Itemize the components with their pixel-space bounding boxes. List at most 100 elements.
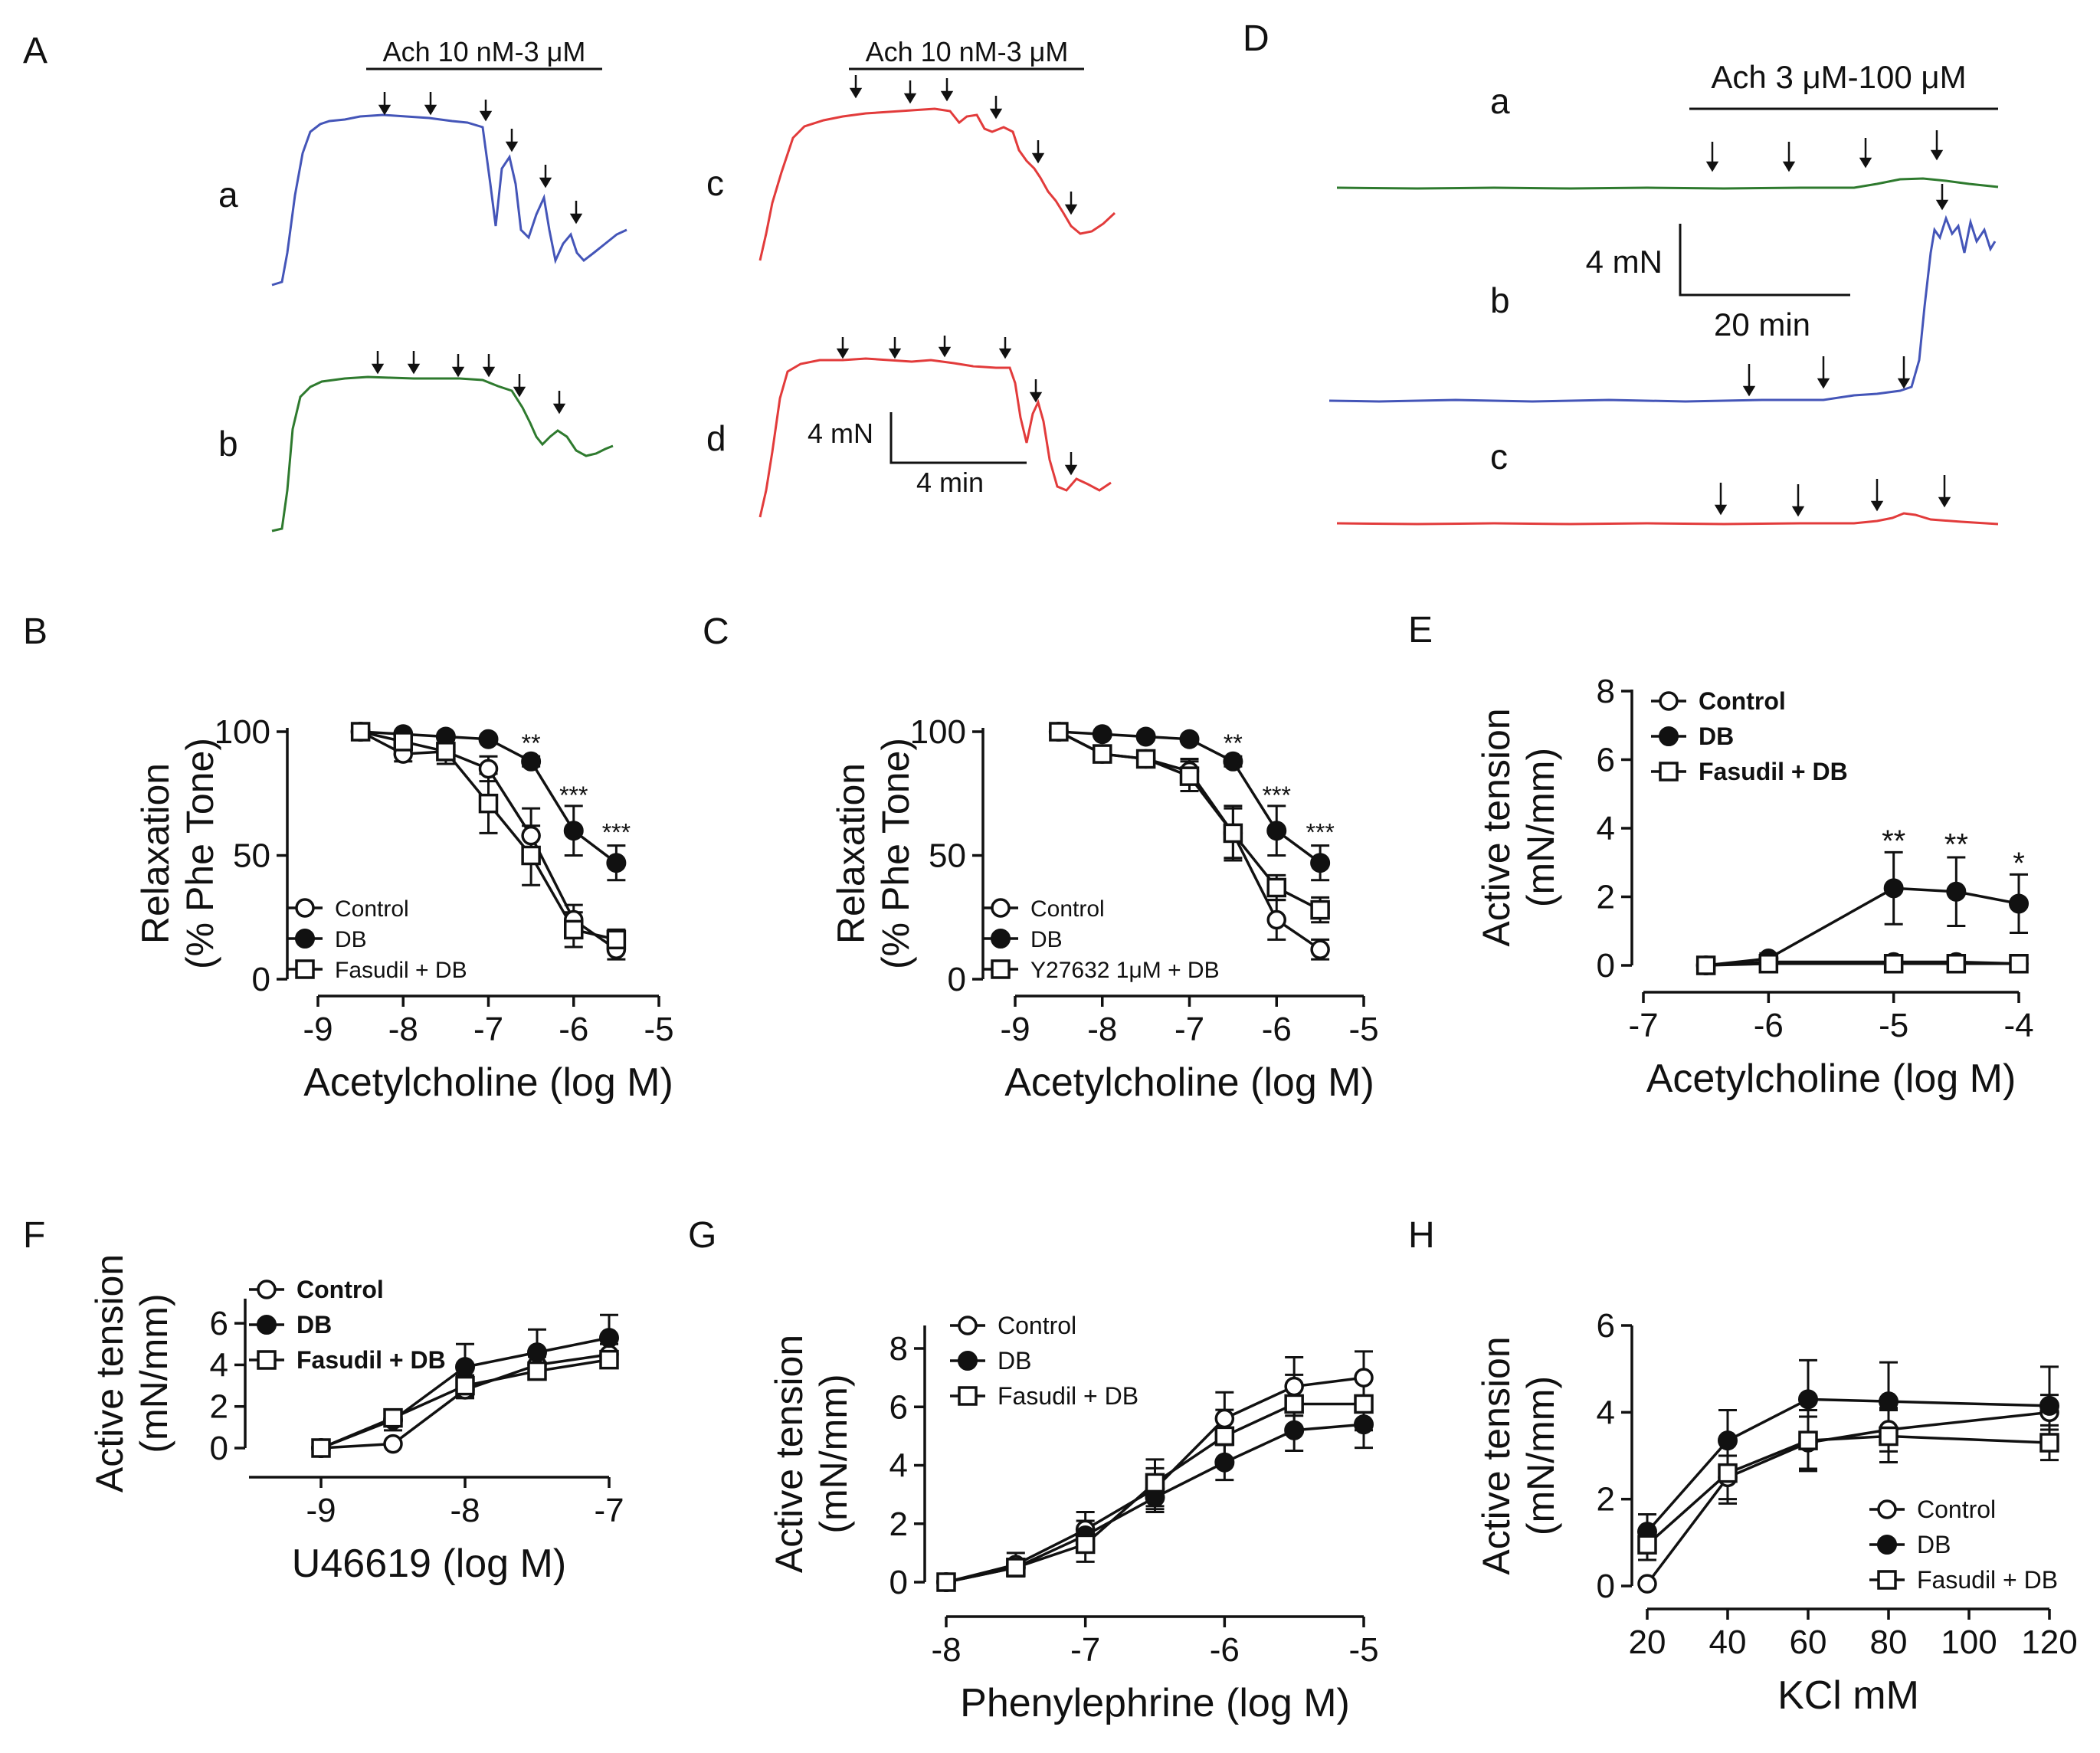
legend-marker xyxy=(295,959,315,979)
data-point xyxy=(1946,954,1967,974)
legend-label: DB xyxy=(1699,722,1734,750)
legend-marker xyxy=(1877,1570,1897,1590)
y-tick-label: 6 xyxy=(210,1305,228,1342)
y-axis-title: (mN/mm) xyxy=(812,1374,855,1533)
trace-label-d: d xyxy=(706,418,726,458)
scale-bar-a xyxy=(889,412,1027,464)
arrow-head xyxy=(938,346,952,358)
chart-h: 0 2 4 6 20 40 60 80 100 120 KCl mM Active tension (m… xyxy=(1475,1307,2078,1718)
trace-dc-red xyxy=(1336,512,1999,526)
arrow-head xyxy=(1897,378,1911,389)
data-point xyxy=(1284,1420,1305,1440)
legend-label: Control xyxy=(1699,687,1786,715)
data-point xyxy=(1637,1535,1657,1555)
data-point xyxy=(2039,1433,2059,1453)
arrow-head xyxy=(1782,161,1796,172)
x-tick-label: -8 xyxy=(388,1011,418,1048)
data-point xyxy=(1145,1473,1165,1493)
legend: Control DB Fasudil + DB xyxy=(1869,1496,2058,1594)
y-tick-label: 100 xyxy=(910,713,966,751)
series-line xyxy=(1705,962,2019,967)
significance-label: * xyxy=(2013,847,2025,880)
y-axis-title: (mN/mm) xyxy=(1519,748,1562,907)
arrow-head xyxy=(552,403,566,414)
data-point xyxy=(1354,1414,1374,1435)
data-point xyxy=(1310,939,1330,959)
series-lines xyxy=(1646,1397,2050,1585)
x-tick-label: -8 xyxy=(931,1631,961,1669)
arrow-head xyxy=(407,363,421,375)
data-point xyxy=(1093,744,1112,764)
x-tick-label: 120 xyxy=(2021,1624,2077,1661)
legend-marker xyxy=(257,1350,277,1370)
y-tick-label: 0 xyxy=(1597,947,1615,985)
legend: Control DB Fasudil + DB xyxy=(249,1276,446,1374)
data-point xyxy=(1798,1430,1818,1450)
markers xyxy=(1695,878,2029,975)
x-tick-label: -8 xyxy=(450,1492,480,1529)
x-tick-label: -4 xyxy=(2003,1007,2033,1044)
y-tick-label: 0 xyxy=(210,1430,228,1467)
legend-label: DB xyxy=(998,1347,1031,1375)
y-tick-label: 100 xyxy=(215,713,270,751)
data-point xyxy=(1223,823,1243,844)
legend: Control DB Y27632 1μM + DB xyxy=(983,896,1220,983)
y-tick-label: 4 xyxy=(210,1346,228,1384)
data-point xyxy=(521,845,541,866)
data-point xyxy=(1718,1430,1738,1451)
y-axis-title: (% Phe Tone) xyxy=(874,738,917,969)
trace-label-db: b xyxy=(1490,280,1510,320)
legend-marker xyxy=(1877,1535,1897,1555)
data-point xyxy=(1879,1391,1899,1412)
data-point xyxy=(1075,1534,1096,1555)
legend-label: Fasudil + DB xyxy=(335,958,467,983)
scale-a-x-label: 4 min xyxy=(916,467,984,498)
y-tick-label: 8 xyxy=(889,1330,908,1368)
x-axis-title: KCl mM xyxy=(1777,1673,1919,1718)
x-tick-label: -5 xyxy=(1348,1631,1378,1669)
arrow-head xyxy=(940,90,954,102)
data-point xyxy=(1214,1452,1235,1473)
y-axis-title: Active tension xyxy=(1475,1336,1518,1574)
x-tick-label: -7 xyxy=(473,1011,503,1048)
panel-a-traces: a b c d Ach 10 nM-3 μM Ach 10 nM-3 μM 4 … xyxy=(218,36,1116,532)
scale-bar-d xyxy=(1679,224,1850,297)
data-point xyxy=(1695,955,1716,975)
x-tick-label: -7 xyxy=(1070,1631,1100,1669)
x-tick-label: 80 xyxy=(1870,1624,1908,1661)
data-point xyxy=(1266,821,1287,841)
arrow-head xyxy=(1935,199,1949,211)
y-tick-label: 50 xyxy=(929,837,966,875)
data-point xyxy=(393,732,413,752)
data-point xyxy=(1266,909,1286,930)
x-tick-label: -9 xyxy=(306,1492,336,1529)
chart-f: 0 2 4 6 -9 -8 -7 U46619 (log M) Active tension (m… xyxy=(88,1254,624,1586)
arrow-head xyxy=(451,366,465,378)
x-tick-label: 100 xyxy=(1941,1624,1997,1661)
x-axis-title: Acetylcholine (log M) xyxy=(1004,1060,1374,1105)
data-point xyxy=(1883,878,1904,899)
error-bars xyxy=(1093,730,1330,961)
y-tick-label: 50 xyxy=(233,837,270,875)
arrow-head xyxy=(888,348,902,359)
legend-marker xyxy=(1877,1499,1897,1519)
legend-label: DB xyxy=(1917,1531,1951,1558)
scale-d-y-label: 4 mN xyxy=(1586,244,1663,280)
arrow-head xyxy=(479,110,493,122)
legend-marker xyxy=(295,929,315,949)
trace-label-a: a xyxy=(218,175,238,215)
x-tick-label: -5 xyxy=(1879,1007,1908,1044)
arrow-head xyxy=(378,104,391,116)
data-point xyxy=(606,929,627,950)
data-point xyxy=(455,1357,475,1378)
y-axis-title: Relaxation xyxy=(830,763,873,944)
arrow-head xyxy=(371,363,385,375)
arrow-head xyxy=(903,93,917,104)
legend-marker xyxy=(257,1280,277,1299)
y-tick-label: 0 xyxy=(252,961,270,998)
data-point xyxy=(2009,954,2029,974)
x-tick-label: -6 xyxy=(1210,1631,1240,1669)
y-tick-label: 6 xyxy=(889,1388,908,1426)
arrow-head xyxy=(505,141,519,152)
x-tick-label: -5 xyxy=(644,1011,673,1048)
